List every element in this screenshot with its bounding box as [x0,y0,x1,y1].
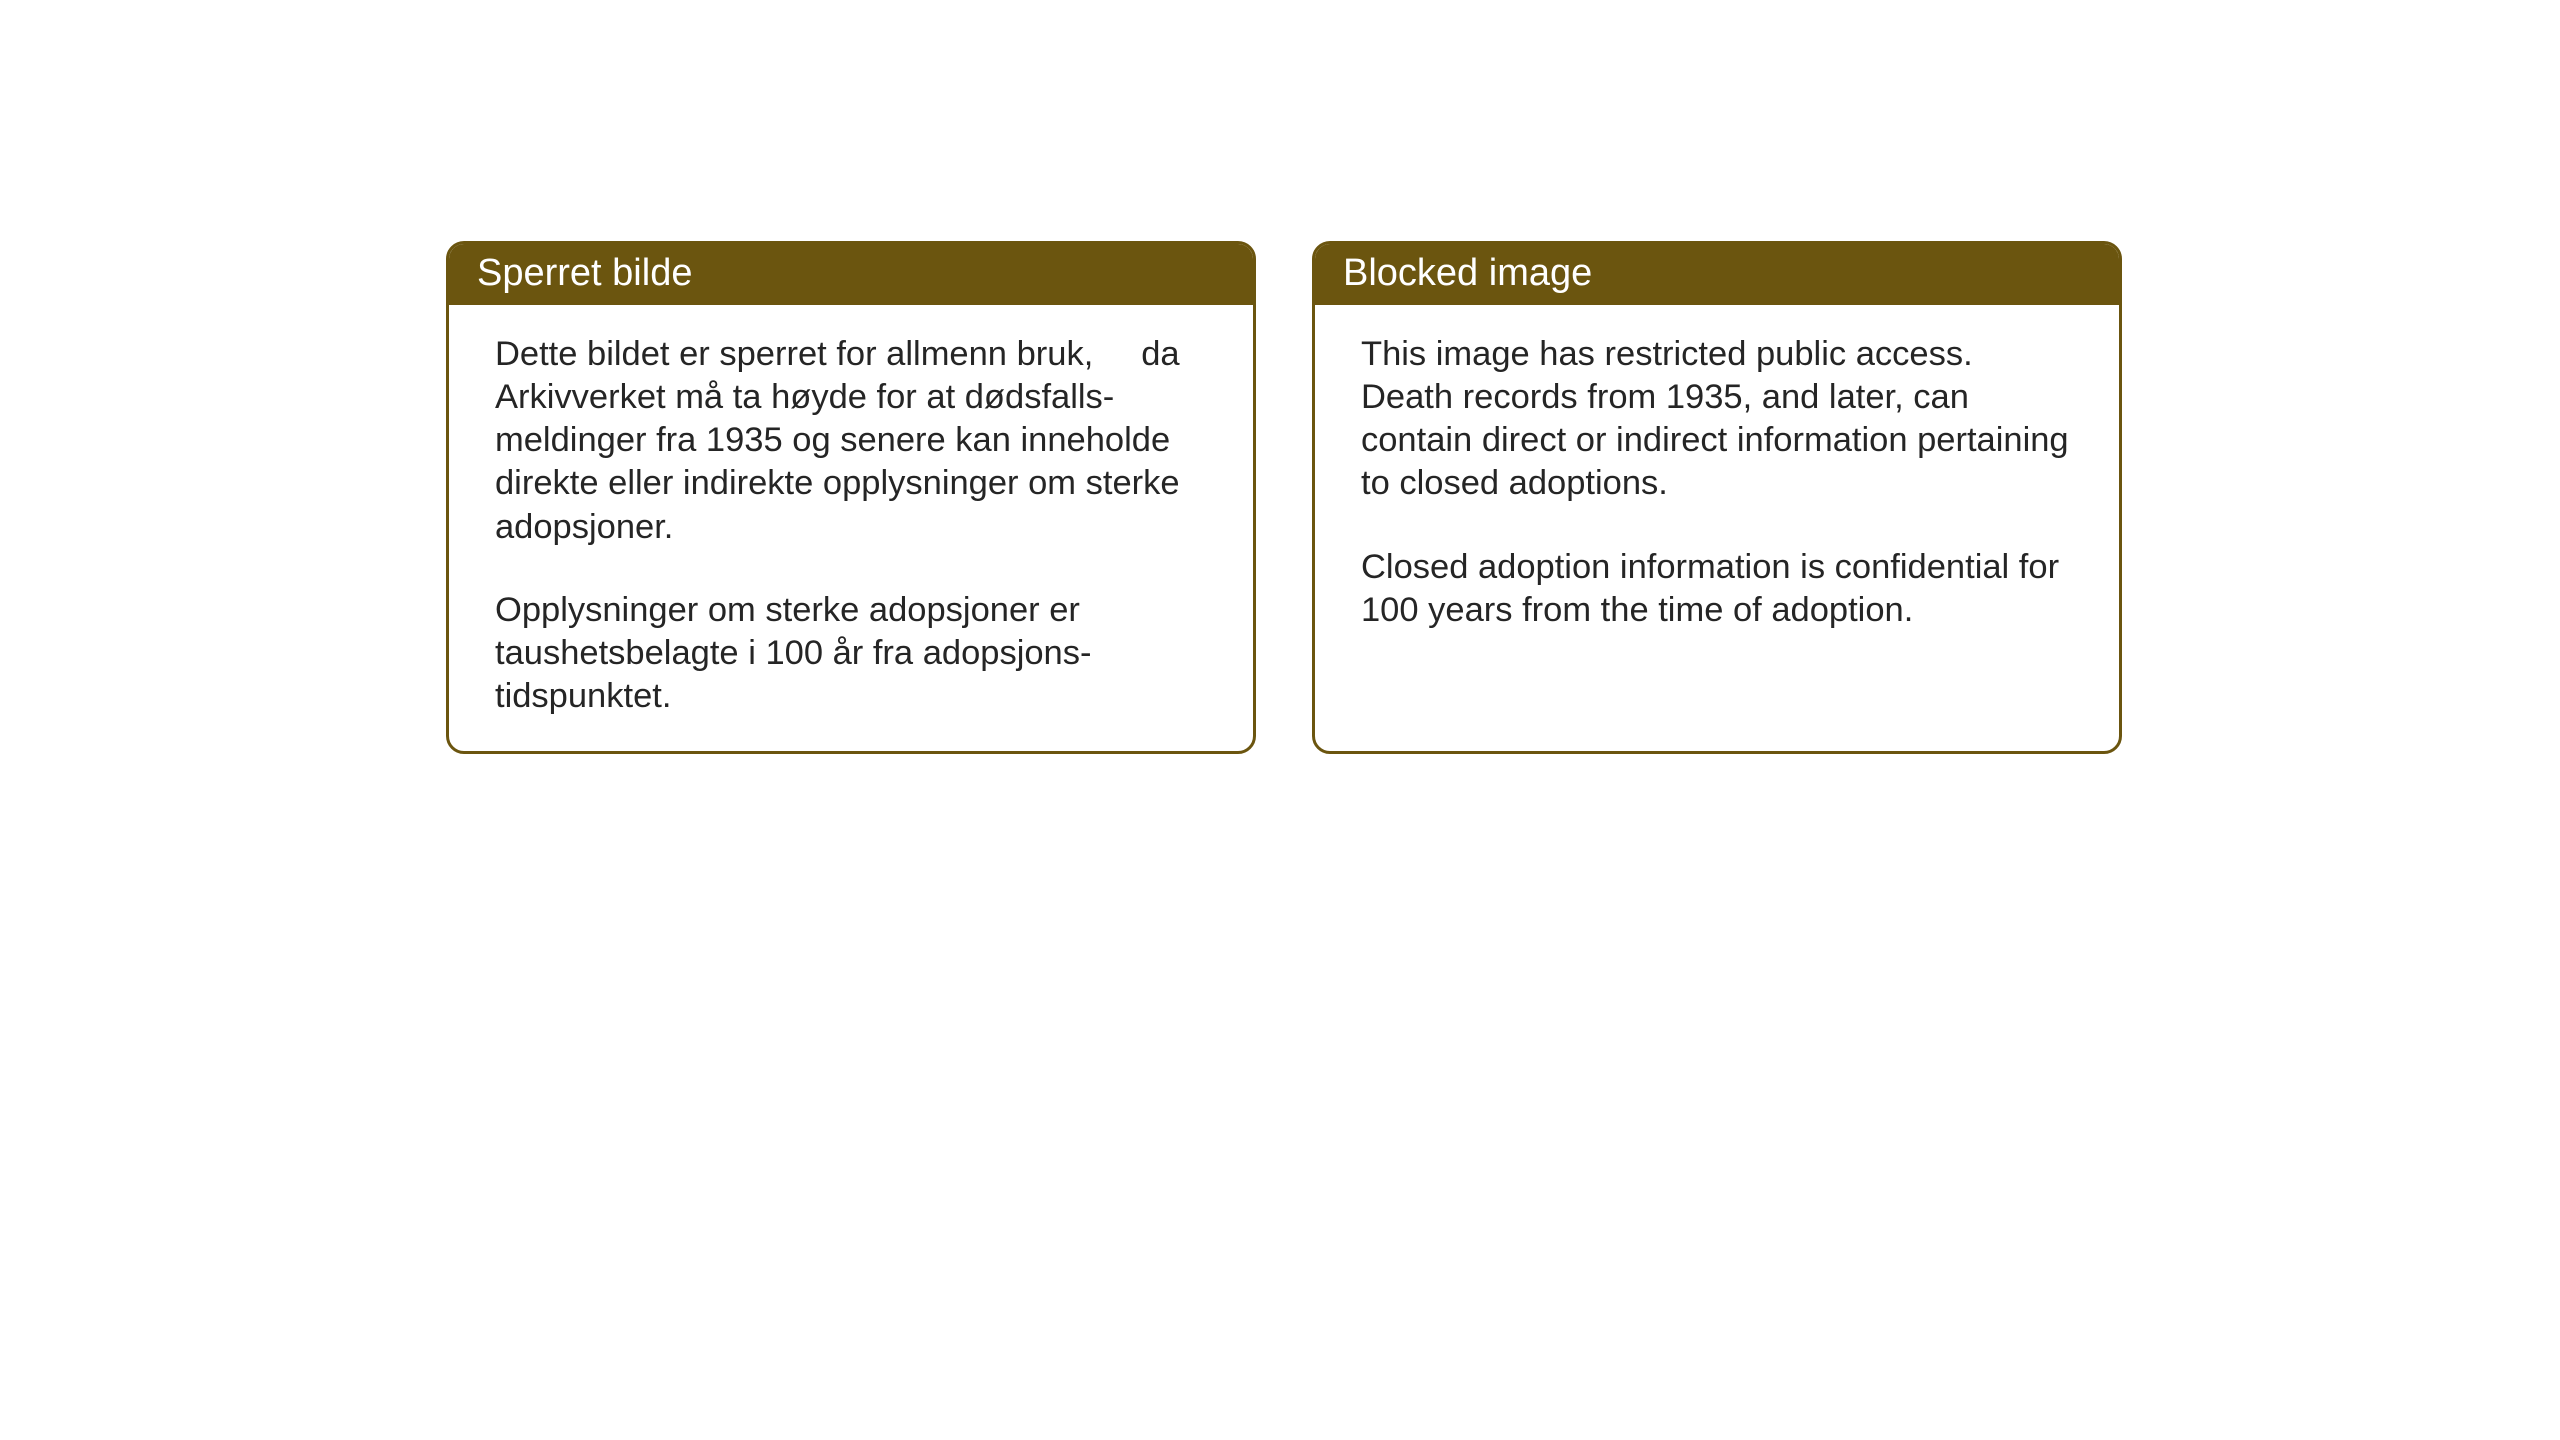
norwegian-notice-body: Dette bildet er sperret for allmenn bruk… [449,305,1253,754]
english-notice-body: This image has restricted public access.… [1315,305,2119,672]
norwegian-notice-title: Sperret bilde [449,244,1253,305]
english-notice-card: Blocked image This image has restricted … [1312,241,2122,754]
norwegian-paragraph-2: Opplysninger om sterke adopsjoner er tau… [495,589,1207,718]
norwegian-notice-card: Sperret bilde Dette bildet er sperret fo… [446,241,1256,754]
english-paragraph-1: This image has restricted public access.… [1361,333,2073,506]
norwegian-paragraph-1: Dette bildet er sperret for allmenn bruk… [495,333,1207,549]
notice-container: Sperret bilde Dette bildet er sperret fo… [446,241,2122,754]
english-paragraph-2: Closed adoption information is confident… [1361,546,2073,632]
english-notice-title: Blocked image [1315,244,2119,305]
